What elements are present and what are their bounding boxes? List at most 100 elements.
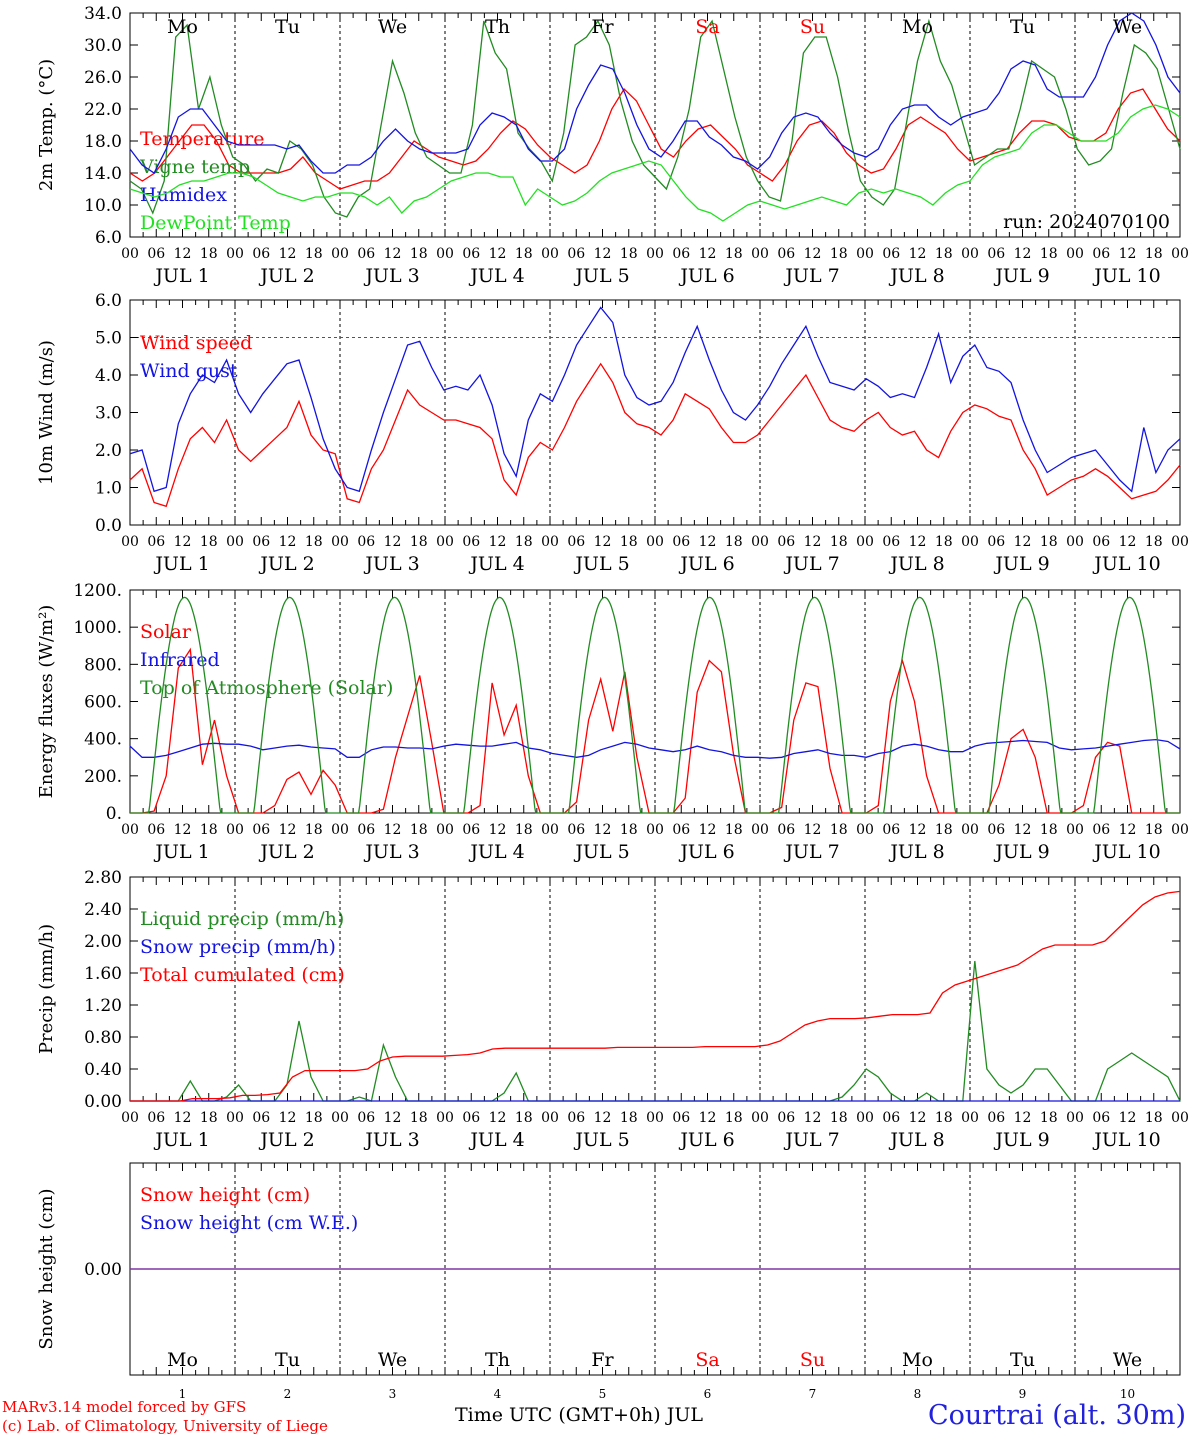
x-hour-label: 18 xyxy=(410,246,428,262)
x-hour-label: 12 xyxy=(594,246,612,262)
x-hour-label: 12 xyxy=(909,1110,927,1126)
day-of-week-label: Tu xyxy=(1010,16,1035,38)
series-line-wind-gust xyxy=(129,306,1181,493)
x-hour-label: 18 xyxy=(1145,822,1163,838)
x-hour-label: 12 xyxy=(1119,534,1137,550)
x-hour-label: 12 xyxy=(594,534,612,550)
x-hour-label: 06 xyxy=(567,1110,585,1126)
x-hour-label: 00 xyxy=(856,822,874,838)
bottom-day-label: Mo xyxy=(902,1349,933,1371)
x-date-label: JUL 1 xyxy=(153,265,209,287)
x-hour-label: 00 xyxy=(226,534,244,550)
x-hour-label: 06 xyxy=(357,246,375,262)
y-tick-label: 10.0 xyxy=(84,196,122,216)
legend-entry: Top of Atmosphere (Solar) xyxy=(140,677,393,699)
x-hour-label: 00 xyxy=(331,822,349,838)
series-line-dewpoint-temp xyxy=(129,104,1181,222)
x-date-label: JUL 2 xyxy=(258,553,314,575)
x-hour-label: 18 xyxy=(1040,246,1058,262)
bottom-day-number: 8 xyxy=(914,1387,922,1398)
bottom-day-label: We xyxy=(1113,1349,1142,1371)
y-tick-label: 3.0 xyxy=(95,404,122,424)
x-hour-label: 06 xyxy=(987,246,1005,262)
x-hour-label: 18 xyxy=(410,534,428,550)
chart-panel-1: 6.0 10.0 14.0 18.0 22.0 26.0 30.0 34.0 2m Temp. … xyxy=(36,4,1189,287)
x-hour-label: 06 xyxy=(357,822,375,838)
day-of-week-label: Tu xyxy=(275,16,300,38)
legend-entry: Temperature xyxy=(140,128,264,150)
x-hour-label: 12 xyxy=(279,246,297,262)
y-tick-label: 2.0 xyxy=(95,441,122,461)
run-label: run: 2024070100 xyxy=(1003,211,1170,233)
series-line-humidex xyxy=(129,12,1181,174)
bottom-day-number: 10 xyxy=(1120,1387,1135,1398)
x-date-label: JUL 4 xyxy=(468,841,524,863)
x-hour-label: 18 xyxy=(620,822,638,838)
x-hour-label: 00 xyxy=(646,1110,664,1126)
bottom-day-number: 2 xyxy=(284,1387,292,1398)
y-tick-label: 1.20 xyxy=(84,996,122,1016)
x-hour-label: 00 xyxy=(961,822,979,838)
x-hour-label: 12 xyxy=(489,1110,507,1126)
x-hour-label: 00 xyxy=(331,1110,349,1126)
x-hour-label: 00 xyxy=(121,822,139,838)
x-hour-label: 12 xyxy=(174,246,192,262)
x-hour-label: 00 xyxy=(961,246,979,262)
x-hour-label: 06 xyxy=(777,822,795,838)
credit-line-2: (c) Lab. of Climatology, University of L… xyxy=(2,1417,328,1435)
x-hour-label: 06 xyxy=(672,534,690,550)
x-hour-label: 06 xyxy=(1092,246,1110,262)
x-hour-label: 00 xyxy=(646,534,664,550)
x-hour-label: 06 xyxy=(147,1110,165,1126)
x-date-label: JUL 1 xyxy=(153,553,209,575)
y-tick-label: 0.0 xyxy=(95,516,122,536)
x-hour-label: 18 xyxy=(305,534,323,550)
x-date-label: JUL 5 xyxy=(573,841,629,863)
x-hour-label: 18 xyxy=(725,534,743,550)
x-hour-label: 12 xyxy=(594,822,612,838)
x-date-label: JUL 4 xyxy=(468,265,524,287)
x-hour-label: 06 xyxy=(252,246,270,262)
y-tick-label: 30.0 xyxy=(84,36,122,56)
x-hour-label: 12 xyxy=(174,822,192,838)
x-hour-label: 12 xyxy=(1014,246,1032,262)
x-hour-label: 12 xyxy=(489,246,507,262)
x-date-label: JUL 10 xyxy=(1092,841,1160,863)
x-date-label: JUL 6 xyxy=(678,841,734,863)
x-hour-label: 00 xyxy=(961,534,979,550)
x-hour-label: 00 xyxy=(646,822,664,838)
x-date-label: JUL 6 xyxy=(678,553,734,575)
x-hour-label: 18 xyxy=(620,246,638,262)
x-hour-label: 00 xyxy=(751,246,769,262)
x-hour-label: 00 xyxy=(1171,1110,1189,1126)
y-axis-label: Snow height (cm) xyxy=(36,1188,57,1349)
x-hour-label: 18 xyxy=(1145,534,1163,550)
x-date-label: JUL 1 xyxy=(153,1129,209,1151)
x-date-label: JUL 10 xyxy=(1092,1129,1160,1151)
x-hour-label: 06 xyxy=(252,822,270,838)
x-hour-label: 18 xyxy=(410,1110,428,1126)
x-hour-label: 12 xyxy=(279,534,297,550)
x-hour-label: 06 xyxy=(462,246,480,262)
x-hour-label: 12 xyxy=(804,534,822,550)
x-hour-label: 18 xyxy=(1040,534,1058,550)
x-hour-label: 12 xyxy=(1014,1110,1032,1126)
day-of-week-label: Sa xyxy=(695,16,719,38)
x-hour-label: 06 xyxy=(252,1110,270,1126)
y-tick-label: 1.60 xyxy=(84,964,122,984)
chart-panel-2: 0.0 1.0 2.0 3.0 4.0 5.0 6.0 10m Wind (m/s) 00 06 1… xyxy=(36,291,1189,575)
chart-panel-3: 0. 200. 400. 600. 800. 1000. 1200. Energy fluxe… xyxy=(36,581,1189,863)
x-hour-label: 18 xyxy=(305,822,323,838)
x-date-label: JUL 1 xyxy=(153,841,209,863)
x-hour-label: 12 xyxy=(909,822,927,838)
x-hour-label: 00 xyxy=(121,246,139,262)
x-date-label: JUL 7 xyxy=(783,553,839,575)
x-hour-label: 06 xyxy=(462,534,480,550)
x-axis-title: Time UTC (GMT+0h) JUL xyxy=(455,1404,703,1426)
x-hour-label: 06 xyxy=(672,246,690,262)
chart-panel-5: 0.00 Snow height (cm) Snow height (cm) Snow… xyxy=(36,1162,1181,1376)
y-axis-label: 2m Temp. (°C) xyxy=(36,59,57,191)
x-hour-label: 18 xyxy=(515,1110,533,1126)
x-hour-label: 06 xyxy=(1092,822,1110,838)
x-hour-label: 12 xyxy=(699,822,717,838)
